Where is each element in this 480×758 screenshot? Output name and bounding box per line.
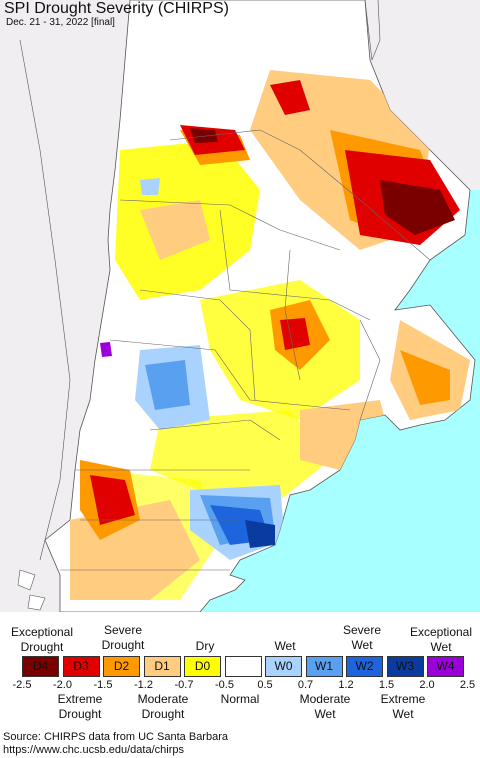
legend-box-d0: D0 bbox=[184, 656, 221, 677]
legend-label-line: Extreme bbox=[380, 692, 426, 706]
map-title: SPI Drought Severity (CHIRPS) bbox=[4, 0, 229, 17]
legend-label-moderate-drought: Moderate Drought bbox=[130, 692, 196, 722]
legend-box-w3: W3 bbox=[386, 656, 424, 677]
legend-label-line: Moderate bbox=[137, 692, 189, 706]
drought-map bbox=[0, 0, 480, 612]
legend-tick: -2.0 bbox=[53, 679, 72, 691]
legend-box-w0: W0 bbox=[265, 656, 302, 677]
legend-tick: -1.2 bbox=[134, 679, 153, 691]
legend-label-line: Severe bbox=[103, 623, 143, 637]
legend-tick: 2.5 bbox=[459, 679, 476, 691]
legend-label-line: Drought bbox=[141, 707, 185, 721]
legend-label-line: Wet bbox=[430, 640, 452, 654]
legend-label-line: Exceptional bbox=[409, 625, 473, 639]
legend-label-dry: Dry bbox=[185, 639, 225, 654]
legend-label-exceptional-wet: Exceptional Wet bbox=[402, 625, 480, 655]
legend-tick: -1.5 bbox=[93, 679, 113, 691]
legend-label-line: Exceptional bbox=[10, 625, 74, 639]
legend-box-normal bbox=[224, 656, 262, 677]
legend-tick: 2.0 bbox=[419, 679, 435, 691]
legend-label-normal: Normal bbox=[212, 692, 268, 707]
legend-box-w1: W1 bbox=[305, 656, 343, 677]
legend-label-line: Severe bbox=[342, 623, 382, 637]
legend-box-w2: W2 bbox=[346, 656, 383, 677]
legend-tick: -0.5 bbox=[215, 679, 234, 691]
legend-tick: -0.7 bbox=[174, 679, 194, 691]
legend-tick: 0.5 bbox=[257, 679, 273, 691]
legend-label-line: Extreme bbox=[57, 692, 103, 706]
legend-label-line: Wet bbox=[351, 638, 373, 652]
legend-label-extreme-wet: Extreme Wet bbox=[373, 692, 433, 722]
legend-label-line: Wet bbox=[314, 707, 336, 721]
map-subtitle: Dec. 21 - 31, 2022 [final] bbox=[6, 17, 115, 28]
legend-label-moderate-wet: Moderate Wet bbox=[290, 692, 360, 722]
legend-label-line: Drought bbox=[101, 638, 145, 652]
legend-label-line: Normal bbox=[220, 692, 260, 706]
source-text: Source: CHIRPS data from UC Santa Barbar… bbox=[3, 731, 228, 743]
legend-box-d3: D3 bbox=[62, 656, 100, 677]
legend-label-line: Drought bbox=[58, 707, 102, 721]
legend-box-d2: D2 bbox=[103, 656, 140, 677]
legend-label-severe-wet: Severe Wet bbox=[337, 623, 387, 653]
legend-label-line: Drought bbox=[20, 640, 64, 654]
legend-label-line: Moderate bbox=[299, 692, 351, 706]
legend-label-line: Wet bbox=[392, 707, 414, 721]
legend-box-d1: D1 bbox=[143, 656, 181, 677]
legend-tick: 1.2 bbox=[338, 679, 354, 691]
legend-box-w4: W4 bbox=[427, 656, 464, 677]
legend-label-line: Dry bbox=[195, 639, 215, 653]
legend-tick: -2.5 bbox=[12, 679, 32, 691]
legend-label-line: Wet bbox=[274, 639, 296, 653]
legend-label-wet: Wet bbox=[265, 639, 305, 654]
legend-box-d4: D4 bbox=[22, 656, 59, 677]
legend-label-exceptional-drought: Exceptional Drought bbox=[2, 625, 82, 655]
legend-tick: 0.7 bbox=[297, 679, 314, 691]
legend-tick: 1.5 bbox=[378, 679, 395, 691]
source-url: https://www.chc.ucsb.edu/data/chirps bbox=[3, 744, 184, 756]
legend-label-severe-drought: Severe Drought bbox=[88, 623, 158, 653]
legend: Exceptional Drought Severe Drought Dry W… bbox=[0, 612, 480, 758]
legend-label-extreme-drought: Extreme Drought bbox=[50, 692, 110, 722]
